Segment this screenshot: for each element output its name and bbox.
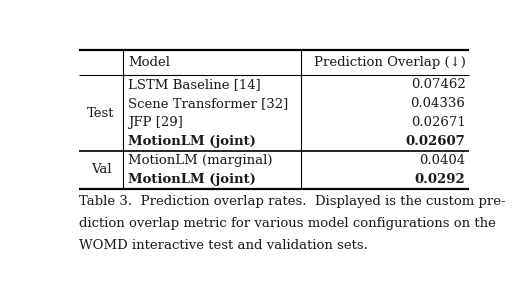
Text: Model: Model (128, 56, 170, 69)
Text: WOMD interactive test and validation sets.: WOMD interactive test and validation set… (78, 239, 367, 252)
Text: 0.02607: 0.02607 (406, 135, 465, 148)
Text: LSTM Baseline [14]: LSTM Baseline [14] (128, 78, 261, 91)
Text: MotionLM (joint): MotionLM (joint) (128, 173, 256, 186)
Text: Test: Test (87, 107, 115, 120)
Text: diction overlap metric for various model configurations on the: diction overlap metric for various model… (78, 217, 496, 230)
Text: 0.02671: 0.02671 (411, 116, 465, 129)
Text: 0.0292: 0.0292 (415, 173, 465, 186)
Text: JFP [29]: JFP [29] (128, 116, 183, 129)
Text: 0.04336: 0.04336 (411, 97, 465, 110)
Text: Scene Transformer [32]: Scene Transformer [32] (128, 97, 289, 110)
Text: Table 3.  Prediction overlap rates.  Displayed is the custom pre-: Table 3. Prediction overlap rates. Displ… (78, 195, 505, 208)
Text: Val: Val (91, 164, 111, 176)
Text: 0.0404: 0.0404 (419, 154, 465, 167)
Text: 0.07462: 0.07462 (411, 78, 465, 91)
Text: MotionLM (marginal): MotionLM (marginal) (128, 154, 273, 167)
Text: Prediction Overlap (↓): Prediction Overlap (↓) (314, 56, 465, 69)
Text: MotionLM (joint): MotionLM (joint) (128, 135, 256, 148)
